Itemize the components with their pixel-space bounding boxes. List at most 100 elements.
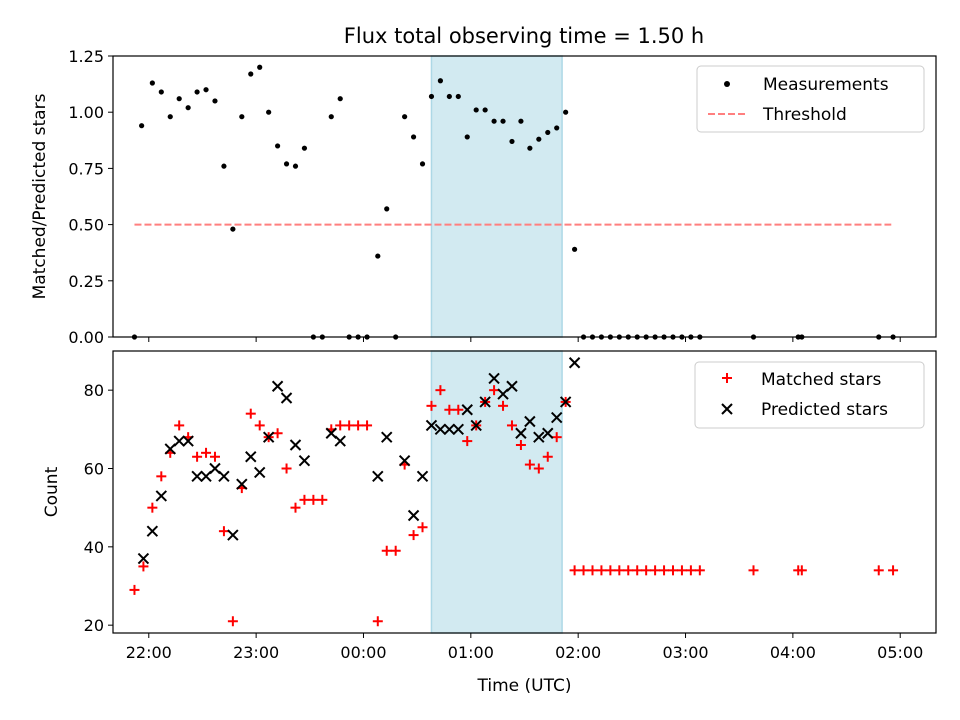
predicted-star-point [334, 435, 346, 447]
matched-star-point [201, 447, 212, 458]
measurement-point [402, 114, 408, 120]
matched-star-point [506, 420, 517, 431]
count-y-tick-label: 60 [84, 460, 104, 479]
matched-star-point [444, 404, 455, 415]
measurement-point [509, 138, 515, 145]
matched-star-point [156, 471, 167, 482]
matched-star-point [138, 561, 149, 572]
matched-star-point [453, 404, 464, 415]
ratio-y-tick-label: 1.00 [68, 103, 104, 122]
matched-star-point [435, 385, 446, 396]
observing-span-top [430, 55, 563, 338]
matched-star-point [667, 565, 678, 576]
measurement-point [384, 206, 390, 212]
predicted-star-point [280, 392, 293, 404]
measurement-point [221, 163, 227, 169]
matched-star-point [408, 530, 419, 541]
count-y-tick-label: 20 [84, 616, 104, 635]
predicted-star-point [200, 470, 212, 483]
predicted-star-point [407, 509, 420, 522]
count-x-tick-label: 02:00 [555, 643, 601, 662]
matched-star-point [462, 436, 473, 447]
count-legend: Matched stars Predicted stars [694, 361, 925, 429]
predicted-star-point [298, 454, 311, 467]
matched-star-point [659, 565, 670, 576]
matched-star-point [632, 565, 643, 576]
count-panel: 20 40 60 80 22:00 23:00 00:00 01:00 02:00 03:00 0… [42, 350, 937, 696]
measurement-point [545, 129, 551, 136]
ratio-y-tick-label: 0.25 [68, 272, 104, 291]
matched-star-point [748, 565, 759, 576]
predicted-star-point [470, 419, 482, 432]
predicted-star-point [434, 423, 447, 436]
predicted-star-points [137, 357, 581, 565]
measurement-point [419, 161, 426, 167]
predicted-star-point [271, 380, 284, 392]
measurement-point [536, 136, 542, 142]
matched-star-point [569, 565, 580, 576]
predicted-star-point [289, 439, 302, 451]
measurement-point [500, 118, 506, 124]
measurement-point [437, 78, 444, 84]
matched-star-point [417, 522, 428, 533]
predicted-star-point [245, 451, 257, 463]
legend-x-glyph [721, 403, 733, 415]
ratio-panel: 0.00 0.25 0.50 0.75 1.00 1.25 Matched/Predict… [30, 47, 937, 347]
ratio-y-tick-label: 1.25 [68, 47, 104, 66]
matched-star-point [587, 565, 598, 576]
count-legend-box [694, 361, 925, 429]
measurement-point [149, 80, 155, 86]
measurement-point [158, 89, 164, 95]
legend-predicted-label: Predicted stars [761, 400, 888, 420]
matched-star-point [524, 459, 535, 470]
count-x-tick-label: 03:00 [662, 643, 708, 662]
legend-measurement-marker [724, 81, 730, 87]
matched-star-point [605, 565, 616, 576]
matched-star-point [272, 428, 283, 439]
measurement-point [203, 87, 209, 93]
measurement-point [518, 118, 524, 124]
matched-star-point [299, 494, 310, 505]
matched-star-point [147, 502, 158, 513]
legend-predicted-marker [721, 403, 733, 415]
matched-star-point [129, 584, 140, 595]
matched-star-point [290, 502, 301, 513]
measurement-point [482, 107, 488, 113]
matched-star-point [308, 494, 319, 505]
figure-title: Flux total observing time = 1.50 h [344, 24, 704, 48]
matched-star-point [623, 565, 634, 576]
count-x-tick-label: 23:00 [233, 643, 279, 662]
observing-span-bottom [430, 350, 563, 634]
predicted-star-point [173, 435, 185, 447]
count-x-tick-label: 04:00 [770, 643, 816, 662]
predicted-star-point [533, 431, 545, 443]
matched-star-point [335, 420, 346, 431]
measurement-point [239, 114, 245, 120]
matched-star-point [542, 451, 553, 462]
measurement-point [230, 226, 236, 232]
predicted-star-point [182, 435, 194, 447]
matched-star-point [676, 565, 687, 576]
count-x-axis-ticks: 22:00 23:00 00:00 01:00 02:00 03:00 04:00 05:00 [126, 633, 923, 662]
matched-star-point [227, 616, 238, 627]
predicted-star-point [461, 404, 473, 416]
ratio-y-tick-label: 0.00 [68, 328, 104, 347]
legend-plus-glyph [722, 373, 732, 383]
matched-star-point [381, 545, 392, 556]
predicted-star-point [155, 490, 168, 502]
predicted-star-point [227, 529, 239, 541]
matched-star-point [694, 565, 705, 576]
count-x-tick-label: 01:00 [448, 643, 494, 662]
predicted-star-point [497, 388, 509, 400]
matched-star-point [192, 451, 203, 462]
measurement-point [337, 96, 343, 102]
ratio-y-tick-label: 0.50 [68, 216, 104, 235]
matched-star-point [796, 565, 807, 576]
measurement-point [446, 93, 452, 100]
predicted-star-point [479, 396, 491, 408]
ratio-legend: Measurements Threshold [696, 65, 925, 133]
predicted-star-point [381, 431, 393, 443]
measurement-point [375, 253, 381, 259]
predicted-star-point [488, 372, 500, 385]
ratio-y-tick-label: 0.75 [68, 159, 104, 178]
